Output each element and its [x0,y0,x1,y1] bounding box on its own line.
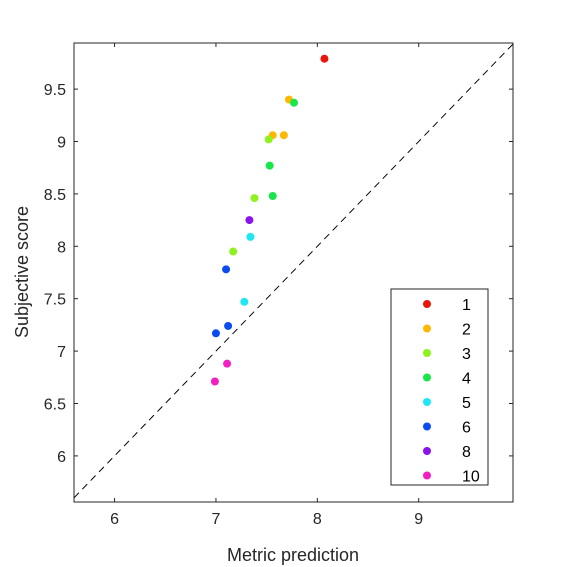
y-axis: 6 6.5 7 7.5 8 8.5 9 9.5 [44,82,513,466]
data-point-series-5 [240,297,249,306]
legend-marker-2 [423,324,431,333]
data-point-series-6 [211,329,220,338]
y-tick-label: 9 [57,135,66,152]
y-tick-label: 7.5 [44,292,66,309]
legend-label: 5 [462,395,471,412]
legend-marker-10 [423,471,431,480]
legend-marker-5 [423,398,431,406]
x-axis: 6 7 8 9 [110,43,423,528]
data-point-series-10 [210,377,219,386]
data-point-series-5 [246,232,255,241]
data-point-series-6 [224,321,233,330]
data-point-series-1 [320,54,329,63]
data-point-series-4 [268,192,277,200]
legend: 1 2 3 4 5 6 8 10 [390,288,489,486]
y-tick-label: 6 [57,449,66,466]
x-tick-label: 8 [313,511,322,528]
y-tick-label: 8.5 [44,187,66,204]
legend-marker-4 [423,373,431,382]
legend-label: 2 [462,322,471,339]
data-point-series-10 [223,359,232,368]
legend-label: 3 [462,346,471,363]
x-tick-label: 6 [110,511,119,528]
x-tick-label: 9 [414,511,423,528]
legend-label: 10 [462,469,480,486]
legend-marker-8 [423,447,431,455]
data-point-series-3 [264,135,273,144]
legend-label: 4 [462,371,471,388]
legend-marker-6 [423,422,431,431]
data-point-series-2 [279,131,288,140]
data-point-series-3 [229,247,238,256]
x-tick-label: 7 [211,511,220,528]
legend-box [390,288,489,486]
x-axis-label: Metric prediction [227,545,359,565]
y-tick-label: 9.5 [44,82,66,99]
data-point-series-3 [250,194,259,203]
y-axis-label: Subjective score [12,206,32,338]
data-points [210,54,329,386]
legend-marker-1 [423,300,431,308]
legend-label: 6 [462,420,471,437]
legend-label: 1 [462,297,471,314]
y-tick-label: 8 [57,239,66,256]
data-point-series-4 [265,161,274,170]
data-point-series-8 [245,216,254,225]
reference-diagonal-line [73,43,514,499]
y-tick-label: 6.5 [44,396,66,413]
data-point-series-4 [290,98,299,107]
legend-marker-3 [423,349,431,357]
y-tick-label: 7 [57,344,66,361]
data-point-series-6 [222,265,231,274]
legend-label: 8 [462,444,471,461]
